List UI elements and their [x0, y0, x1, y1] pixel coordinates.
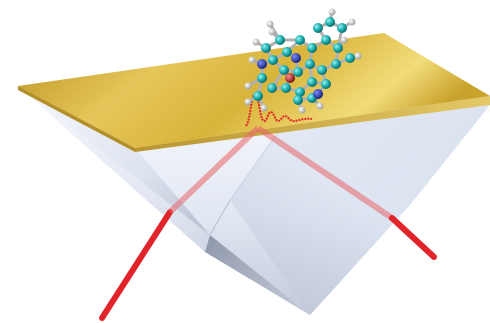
carbon-atom: [281, 83, 291, 93]
hydrogen-atom: [248, 56, 256, 64]
prism-edge: [209, 199, 231, 236]
nitrogen-atom: [313, 89, 323, 99]
carbon-atom: [307, 77, 317, 87]
carbon-atom: [261, 43, 271, 53]
prism-edge: [229, 129, 281, 201]
gold-film-edge: [135, 96, 490, 152]
gold-film-left-edge: [18, 86, 135, 152]
carbon-atom: [317, 65, 327, 75]
carbon-atom: [321, 79, 331, 89]
prism-right-face: [230, 105, 490, 315]
carbon-atom: [293, 67, 303, 77]
hydrogen-atom: [328, 8, 336, 16]
nitrogen-atom: [257, 59, 267, 69]
carbon-atom: [275, 35, 285, 45]
hydrogen-atom: [348, 18, 356, 26]
hydrogen-atom: [316, 102, 324, 110]
carbon-atom: [337, 23, 347, 33]
carbon-atom: [267, 83, 277, 93]
molecule: [244, 8, 362, 114]
hydrogen-atom: [260, 104, 268, 112]
oxygen-atom: [285, 73, 295, 83]
prism-bottom-face: [205, 235, 310, 315]
carbon-atom: [295, 87, 305, 97]
hydrogen-atom: [252, 38, 260, 46]
hydrogen-atom: [354, 52, 362, 60]
carbon-atom: [305, 59, 315, 69]
carbon-atom: [279, 65, 289, 75]
hydrogen-atom: [244, 82, 252, 90]
carbon-atom: [295, 35, 305, 45]
carbon-atom: [325, 17, 335, 27]
hydrogen-atom: [298, 106, 306, 114]
light-beam: [99, 125, 437, 321]
beam-outgoing-outside: [389, 215, 437, 260]
molecule-atoms: [244, 8, 362, 114]
beam-incoming-inside: [167, 125, 261, 215]
carbon-atom: [282, 47, 292, 57]
carbon-atom: [257, 73, 267, 83]
hydrogen-atom: [244, 98, 252, 106]
carbon-atom: [293, 95, 303, 105]
beam-reflected-inside: [256, 125, 394, 221]
nitrogen-atom: [291, 53, 301, 63]
carbon-atom: [345, 53, 355, 63]
hydrogen-atom: [268, 28, 276, 36]
carbon-atom: [331, 59, 341, 69]
carbon-atom: [268, 55, 278, 65]
gold-film: [18, 33, 490, 152]
beam-incoming-outside: [99, 209, 173, 321]
gold-film-top: [18, 33, 490, 148]
hydrogen-atom: [266, 20, 274, 28]
carbon-atom: [321, 35, 331, 45]
prism: [18, 86, 490, 315]
carbon-atom: [333, 43, 343, 53]
carbon-atom: [253, 91, 263, 101]
carbon-atom: [313, 23, 323, 33]
hydrogen-atom: [340, 36, 348, 44]
carbon-atom: [307, 43, 317, 53]
